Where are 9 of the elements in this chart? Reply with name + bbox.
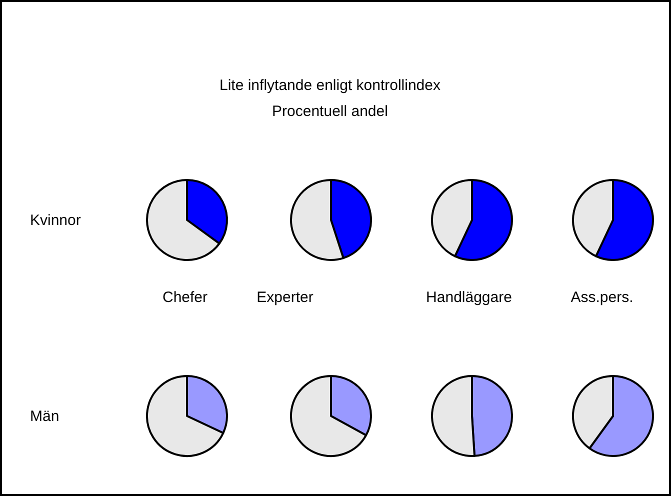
chart-subtitle: Procentuell andel	[272, 103, 388, 120]
text: Chefer	[162, 289, 208, 306]
text: Experter	[256, 289, 314, 306]
text: Handläggare	[426, 289, 512, 306]
text: Ass.pers.	[570, 289, 634, 306]
chart-title: Lite inflytande enligt kontrollindex	[220, 77, 441, 94]
pie-slice	[146, 375, 224, 457]
text: Kvinnor	[30, 212, 81, 229]
text: Män	[30, 408, 60, 425]
